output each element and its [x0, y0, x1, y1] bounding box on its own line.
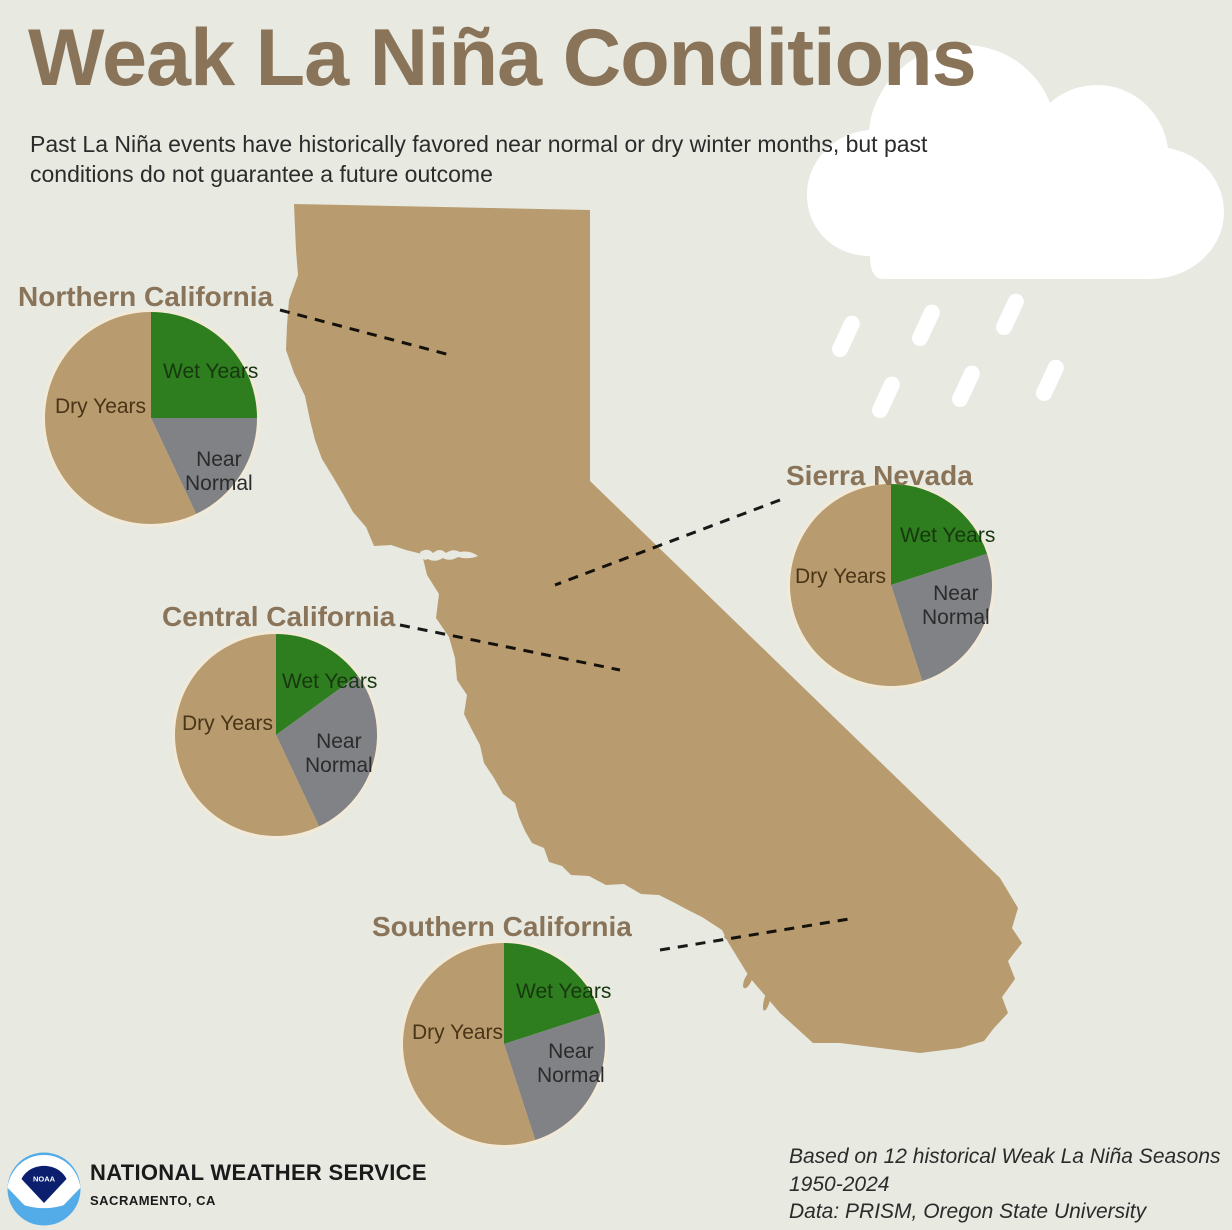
- svg-text:NOAA: NOAA: [33, 1175, 56, 1184]
